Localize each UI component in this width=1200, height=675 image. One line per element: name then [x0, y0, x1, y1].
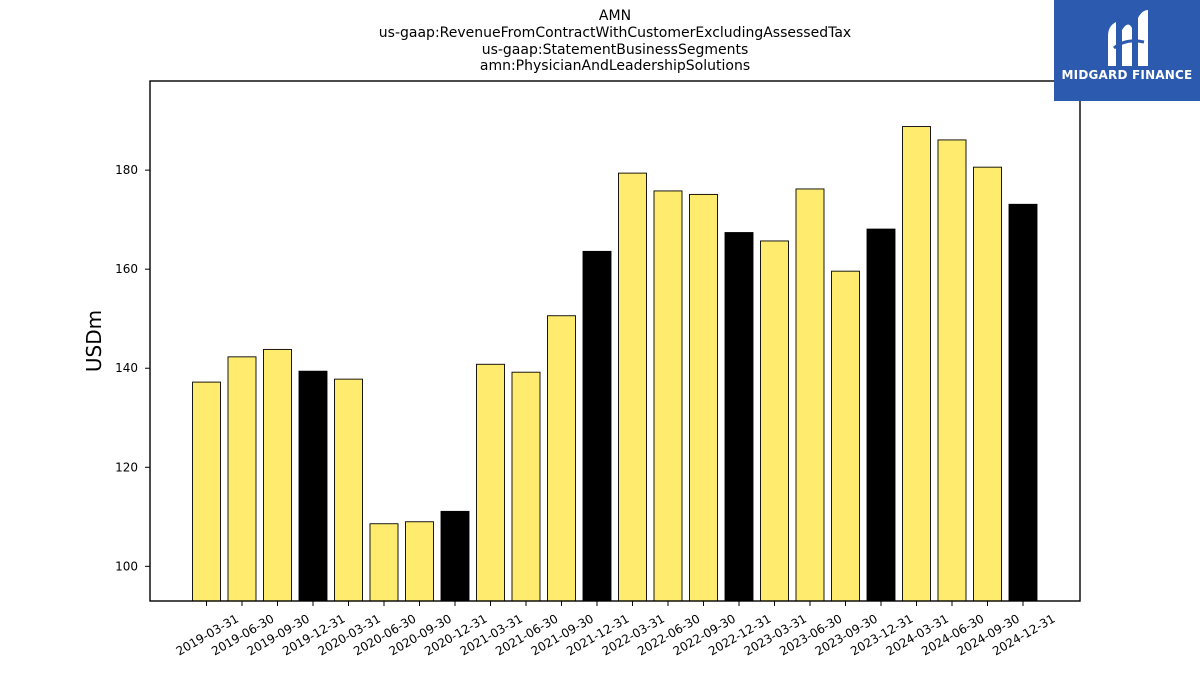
brand-name: MIDGARD FINANCE	[1061, 68, 1193, 82]
chart-title-line: amn:PhysicianAndLeadershipSolutions	[480, 58, 750, 74]
bar-2019-03-31	[192, 381, 221, 602]
y-tick-label: 140	[115, 361, 138, 375]
y-axis-label: USDm	[82, 310, 106, 372]
chart-title-line: us-gaap:StatementBusinessSegments	[482, 42, 749, 58]
bar-2022-09-30	[689, 193, 718, 602]
y-tick-label: 160	[115, 262, 138, 276]
chart-title-line: AMN	[599, 8, 631, 24]
bar-2024-06-30	[937, 139, 967, 602]
bar-2020-09-30	[405, 521, 434, 602]
bar-2023-12-31	[866, 228, 896, 602]
bar-2019-09-30	[263, 348, 292, 602]
bar-2024-09-30	[973, 166, 1002, 602]
bar-2023-09-30	[831, 270, 860, 602]
bar-2019-06-30	[227, 356, 257, 602]
bar-2023-03-31	[760, 240, 789, 602]
bar-2020-06-30	[369, 523, 399, 602]
bar-2023-06-30	[795, 188, 825, 602]
brand-mark-icon	[1108, 10, 1148, 67]
brand-logo: MIDGARD FINANCE	[1054, 0, 1200, 101]
bar-2020-12-31	[440, 510, 470, 602]
bar-2021-06-30	[511, 371, 541, 602]
y-tick-label: 180	[115, 163, 138, 177]
y-axis: 100 120 140 160 180	[115, 163, 150, 573]
bar-2022-03-31	[618, 172, 647, 602]
bar-2021-03-31	[476, 363, 505, 602]
chart-title: AMN us-gaap:RevenueFromContractWithCusto…	[379, 8, 851, 74]
bar-2022-12-31	[724, 232, 754, 602]
bar-2020-03-31	[334, 378, 363, 602]
bar-2021-09-30	[547, 315, 576, 602]
bar-2019-12-31	[298, 370, 328, 602]
bars	[192, 126, 1038, 602]
bar-2024-12-31	[1008, 203, 1038, 602]
bar-2021-12-31	[582, 250, 612, 602]
bar-2022-06-30	[653, 190, 683, 602]
x-axis: 2019-03-312019-06-302019-09-302019-12-31…	[174, 601, 1058, 658]
y-tick-label: 120	[115, 460, 138, 474]
y-tick-label: 100	[115, 559, 138, 573]
plot-frame	[149, 80, 1081, 602]
bar-2024-03-31	[902, 126, 931, 602]
chart-title-line: us-gaap:RevenueFromContractWithCustomerE…	[379, 25, 851, 41]
